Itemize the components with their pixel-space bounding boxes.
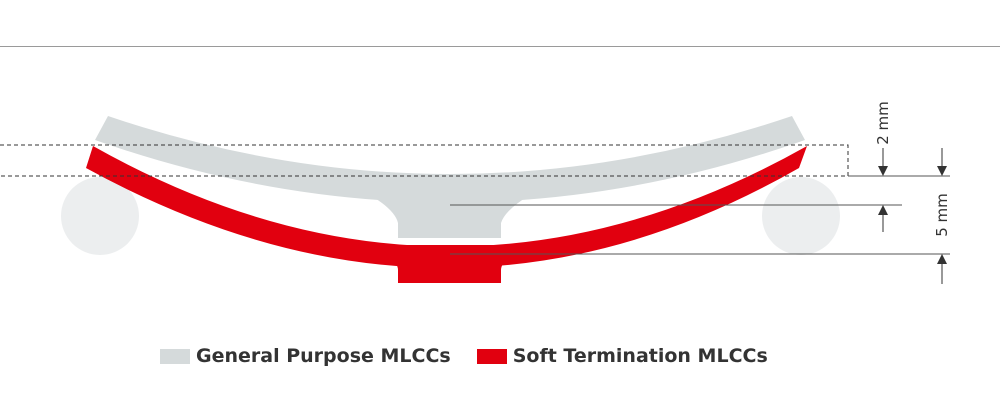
dimension-2mm-label: 2 mm xyxy=(874,101,892,145)
general-purpose-board xyxy=(95,116,805,203)
legend-item-soft-termination: Soft Termination MLCCs xyxy=(476,345,768,367)
left-support-roller xyxy=(61,177,139,255)
dimension-5mm-label: 5 mm xyxy=(933,193,951,237)
legend-label-general-purpose: General Purpose MLCCs xyxy=(196,345,451,367)
right-support-roller xyxy=(762,177,840,255)
dimension-5mm: 5 mm xyxy=(933,148,951,284)
legend: General Purpose MLCCs Soft Termination M… xyxy=(160,341,794,371)
legend-label-soft-termination: Soft Termination MLCCs xyxy=(512,345,768,367)
legend-swatch-general-purpose xyxy=(160,348,190,364)
soft-termination-component xyxy=(375,245,525,283)
soft-termination-board xyxy=(86,146,807,268)
dimension-2mm: 2 mm xyxy=(874,101,892,232)
legend-swatch-soft-termination xyxy=(476,348,507,364)
general-purpose-component xyxy=(370,195,530,238)
legend-item-general-purpose: General Purpose MLCCs xyxy=(160,345,451,367)
unbent-board-outline xyxy=(0,144,849,177)
